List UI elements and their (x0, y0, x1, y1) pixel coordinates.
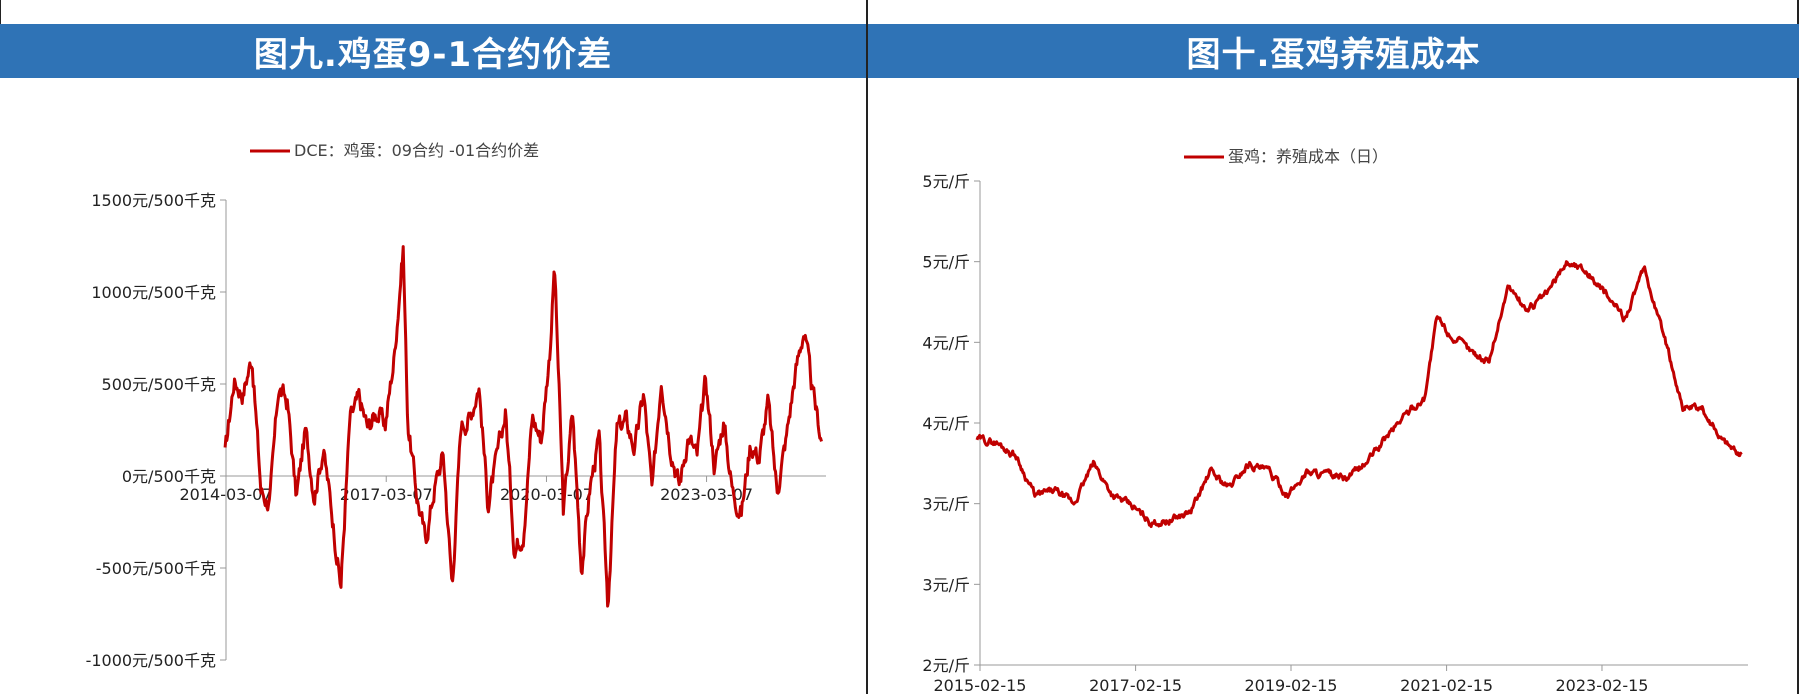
x-tick-label: 2017-03-07 (340, 485, 433, 504)
x-tick-label: 2021-02-15 (1400, 676, 1493, 694)
legend-label: 蛋鸡：养殖成本（日） (1228, 147, 1388, 166)
y-tick-label: 4元/斤 (922, 333, 970, 352)
left-chart: DCE：鸡蛋：09合约 -01合约价差 1500元/500千克 1000元/500千… (86, 141, 826, 670)
y-tick-label: 5元/斤 (922, 253, 970, 272)
y-tick-label: 3元/斤 (922, 495, 970, 514)
right-panel-header: 图十.蛋鸡养殖成本 (868, 24, 1799, 78)
x-tick-label: 2017-02-15 (1089, 676, 1182, 694)
y-tick-label: 2元/斤 (922, 656, 970, 675)
right-panel-title: 图十.蛋鸡养殖成本 (1186, 34, 1481, 75)
x-tick-label: 2023-03-07 (660, 485, 753, 504)
left-panel: 图九.鸡蛋9-1合约价差 DCE：鸡蛋：09合约 -01合约价差 1500元/50… (0, 24, 866, 694)
top-left-border (0, 0, 1, 24)
left-panel-header: 图九.鸡蛋9-1合约价差 (0, 24, 866, 78)
y-tick-label: 1500元/500千克 (91, 191, 216, 210)
y-tick-label: 5元/斤 (922, 172, 970, 191)
x-tick-label: 2019-02-15 (1244, 676, 1337, 694)
y-tick-label: 0元/500千克 (122, 467, 216, 486)
right-chart: 蛋鸡：养殖成本（日）5元/斤5元/斤4元/斤4元/斤3元/斤3元/斤2元/斤20… (922, 147, 1748, 694)
y-tick-label: 1000元/500千克 (91, 283, 216, 302)
legend: 蛋鸡：养殖成本（日） (1184, 147, 1388, 166)
y-tick-label: 3元/斤 (922, 575, 970, 594)
right-border (1797, 0, 1799, 694)
right-panel: 图十.蛋鸡养殖成本 蛋鸡：养殖成本（日） 5元/斤 5元/斤 4元/斤 4元/斤 3元/斤… (868, 24, 1799, 694)
y-tick-label: -1000元/500千克 (86, 651, 216, 670)
series-line (223, 245, 823, 608)
legend-label: DCE：鸡蛋：09合约 -01合约价差 (294, 141, 539, 160)
x-tick-label: 2023-02-15 (1555, 676, 1648, 694)
legend: DCE：鸡蛋：09合约 -01合约价差 (250, 141, 539, 160)
x-tick-label: 2014-03-07 (180, 485, 273, 504)
center-divider (866, 0, 868, 694)
left-panel-title: 图九.鸡蛋9-1合约价差 (253, 34, 613, 75)
y-tick-label: -500元/500千克 (96, 559, 216, 578)
y-tick-label: 4元/斤 (922, 414, 970, 433)
x-tick-label: 2020-03-07 (500, 485, 593, 504)
y-tick-label: 500元/500千克 (102, 375, 216, 394)
series-line (975, 260, 1743, 529)
x-tick-label: 2015-02-15 (934, 676, 1027, 694)
